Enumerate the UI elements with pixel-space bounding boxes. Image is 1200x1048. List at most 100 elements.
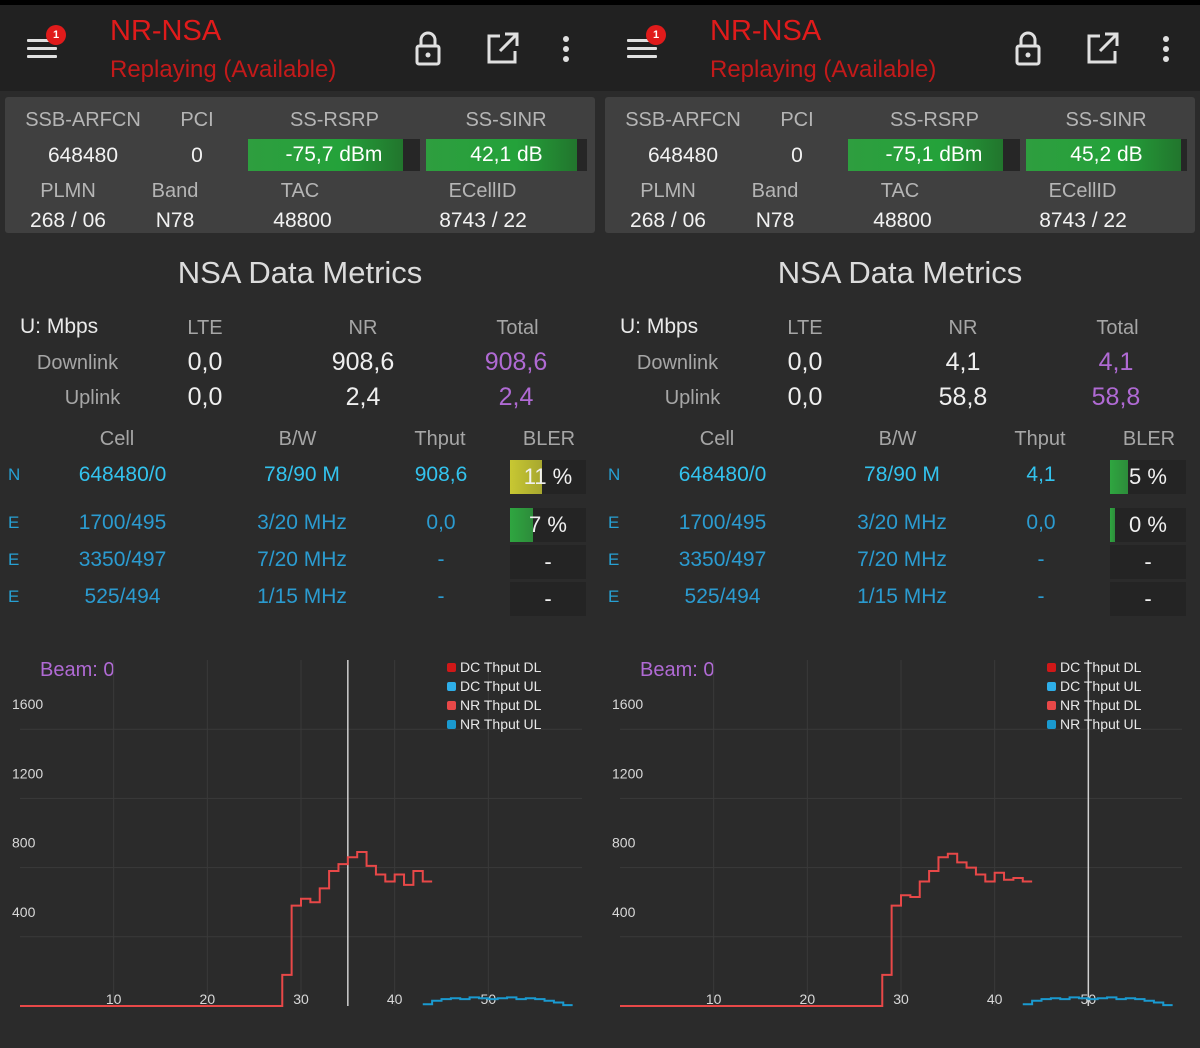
arfcn-value: 648480 [47,144,119,167]
cell-id: 525/494 [84,585,161,608]
app-bar: 1 NR-NSA Replaying (Available) [0,5,600,91]
legend-swatch [1047,682,1056,691]
cell-bandwidth: 78/90 M [264,463,340,486]
label-plmn: PLMN [40,180,96,202]
x-tick-label: 10 [706,991,722,1007]
header-lte: LTE [787,317,823,339]
label-ecellid: ECellID [1048,180,1117,202]
x-tick-label: 40 [987,991,1003,1007]
legend-label: DC Thput DL [460,659,542,675]
arfcn-value: 648480 [647,144,719,167]
bler-meter: - [510,582,586,616]
beam-label: Beam: 0 [40,659,115,681]
x-tick-label: 20 [800,991,816,1007]
header-cell: Cell [99,428,135,450]
x-tick-label: 40 [387,991,403,1007]
y-tick-label: 400 [612,904,636,920]
header-cell: Cell [699,428,735,450]
tac-value: 48800 [873,209,932,232]
bler-value: - [544,586,552,611]
hamburger-icon-bar [627,47,657,50]
cell-bandwidth: 1/15 MHz [857,585,947,608]
cell-id: 1700/495 [678,511,767,534]
hamburger-icon-bar [27,47,57,50]
sinr-value: 42,1 dB [470,143,543,166]
tac-value: 48800 [273,209,332,232]
bler-meter: 5 % [1110,460,1186,494]
cell-type: E [8,513,20,532]
uplink-nr: 58,8 [938,383,988,411]
cell-id: 648480/0 [78,463,167,486]
ecellid-value: 8743 / 22 [1039,209,1127,232]
header-lte: LTE [187,317,223,339]
sinr-value: 45,2 dB [1070,143,1143,166]
label-rsrp: SS-RSRP [890,109,979,131]
uplink-total: 2,4 [498,383,534,411]
cell-bandwidth: 3/20 MHz [257,511,347,534]
bler-value: - [544,549,552,574]
menu-button[interactable]: 1 [622,25,666,67]
bler-meter: 7 % [510,508,586,542]
legend-swatch [1047,701,1056,710]
label-tac: TAC [880,180,920,202]
cell-id: 3350/497 [78,548,167,571]
bler-value: 11 % [523,464,573,489]
open-external-icon[interactable] [484,29,520,67]
header-total: Total [496,317,539,339]
legend-swatch [447,682,456,691]
legend-swatch [1047,720,1056,729]
bler-value: - [1144,549,1152,574]
label-ecellid: ECellID [448,180,517,202]
sinr-meter-fill [1026,139,1181,171]
open-external-icon[interactable] [1084,29,1120,67]
uplink-nr: 2,4 [345,383,381,411]
sinr-meter: 45,2 dB [1026,139,1187,171]
app-panel-2: 1 NR-NSA Replaying (Available) SSB-ARFCN… [600,5,1200,1048]
cell-bandwidth: 3/20 MHz [857,511,947,534]
more-vert-icon[interactable] [1148,29,1184,67]
legend-label: DC Thput UL [460,678,542,694]
label-pci: PCI [780,109,814,131]
bler-value: - [1144,586,1152,611]
header-bw: B/W [278,428,317,450]
notification-badge: 1 [646,25,666,45]
lock-icon[interactable] [1010,29,1046,67]
y-tick-label: 800 [12,835,36,851]
rsrp-value: -75,1 dBm [885,143,983,166]
header-nr: NR [948,317,978,339]
uplink-lte: 0,0 [187,383,223,411]
uplink-label: Uplink [664,387,721,409]
header-nr: NR [348,317,378,339]
app-title: NR-NSA [710,15,822,47]
label-sinr: SS-SINR [465,109,547,131]
cell-id: 3350/497 [678,548,767,571]
plmn-value: 268 / 06 [30,209,106,232]
label-pci: PCI [180,109,214,131]
label-tac: TAC [280,180,320,202]
label-rsrp: SS-RSRP [290,109,379,131]
rsrp-meter: -75,7 dBm [248,139,420,171]
cell-thput: - [1037,585,1045,608]
x-tick-label: 30 [893,991,909,1007]
cell-bandwidth: 78/90 M [864,463,940,486]
bler-meter-fill [1110,508,1115,542]
cell-thput: - [1037,548,1045,571]
menu-button[interactable]: 1 [22,25,66,67]
uplink-total: 58,8 [1091,383,1141,411]
rsrp-meter-fill [248,139,403,171]
cell-type: E [608,513,620,532]
plmn-value: 268 / 06 [630,209,706,232]
legend-swatch [447,663,456,672]
legend-label: DC Thput DL [1060,659,1142,675]
downlink-lte: 0,0 [787,348,823,376]
cell-id: 648480/0 [678,463,767,486]
legend-label: NR Thput UL [1060,716,1142,732]
header-bw: B/W [878,428,917,450]
more-vert-icon[interactable] [548,29,584,67]
label-plmn: PLMN [640,180,696,202]
unit-label: U: Mbps [20,315,99,338]
lock-icon[interactable] [410,29,446,67]
y-tick-label: 800 [612,835,636,851]
app-subtitle: Replaying (Available) [110,56,337,83]
cell-thput: 0,0 [1026,511,1056,534]
